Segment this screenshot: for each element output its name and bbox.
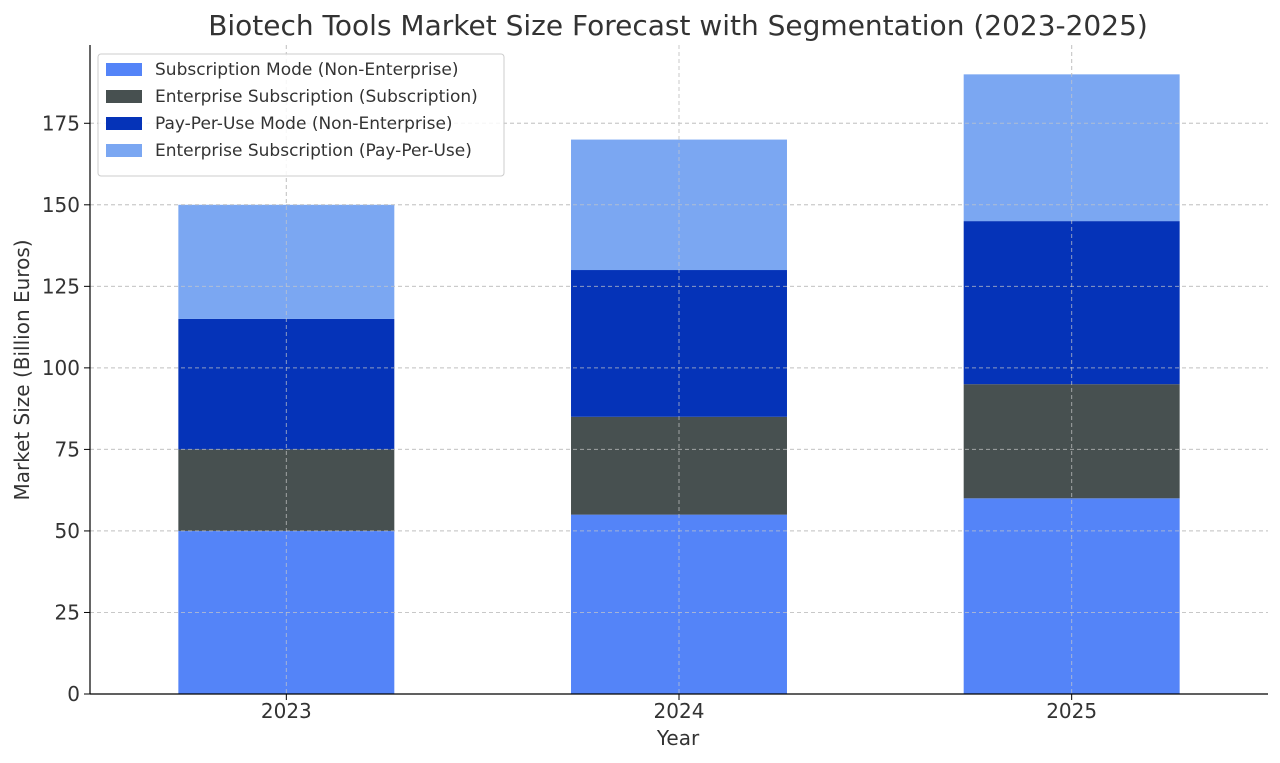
y-axis-label: Market Size (Billion Euros) bbox=[10, 239, 34, 500]
y-tick-label-4: 100 bbox=[42, 356, 80, 380]
bar-2025-series-3 bbox=[963, 74, 1180, 222]
y-tick-label-7: 175 bbox=[42, 111, 80, 135]
x-axis-label: Year bbox=[656, 726, 700, 750]
legend-label-2: Pay-Per-Use Mode (Non-Enterprise) bbox=[155, 114, 453, 134]
x-tick-label-2: 2025 bbox=[1046, 699, 1097, 723]
legend-label-3: Enterprise Subscription (Pay-Per-Use) bbox=[155, 141, 472, 161]
x-tick-label-0: 2023 bbox=[261, 699, 312, 723]
y-tick-label-2: 50 bbox=[55, 519, 80, 543]
legend: Subscription Mode (Non-Enterprise) Enterp… bbox=[97, 53, 505, 177]
y-tick-label-6: 150 bbox=[42, 193, 80, 217]
legend-swatch-3 bbox=[106, 144, 142, 157]
legend-label-0: Subscription Mode (Non-Enterprise) bbox=[155, 60, 459, 80]
bar-2025-series-2 bbox=[963, 221, 1180, 385]
tick-labels: 0 25 50 75 100 125 150 175 2023 2024 2025 bbox=[42, 111, 1097, 723]
x-tick-label-1: 2024 bbox=[654, 699, 705, 723]
y-tick-label-0: 0 bbox=[67, 682, 80, 706]
y-tick-label-5: 125 bbox=[42, 274, 80, 298]
bars bbox=[90, 45, 1268, 694]
y-tick-label-3: 75 bbox=[55, 437, 80, 461]
legend-swatch-1 bbox=[106, 90, 142, 103]
legend-box bbox=[97, 53, 505, 177]
bar-2024-series-2 bbox=[571, 270, 787, 417]
bar-2024-series-0 bbox=[571, 514, 787, 694]
y-tick-label-1: 25 bbox=[55, 600, 80, 624]
chart-title: Biotech Tools Market Size Forecast with … bbox=[208, 9, 1148, 42]
legend-swatch-2 bbox=[106, 117, 142, 130]
legend-label-1: Enterprise Subscription (Subscription) bbox=[155, 87, 478, 107]
legend-swatch-0 bbox=[106, 63, 142, 76]
